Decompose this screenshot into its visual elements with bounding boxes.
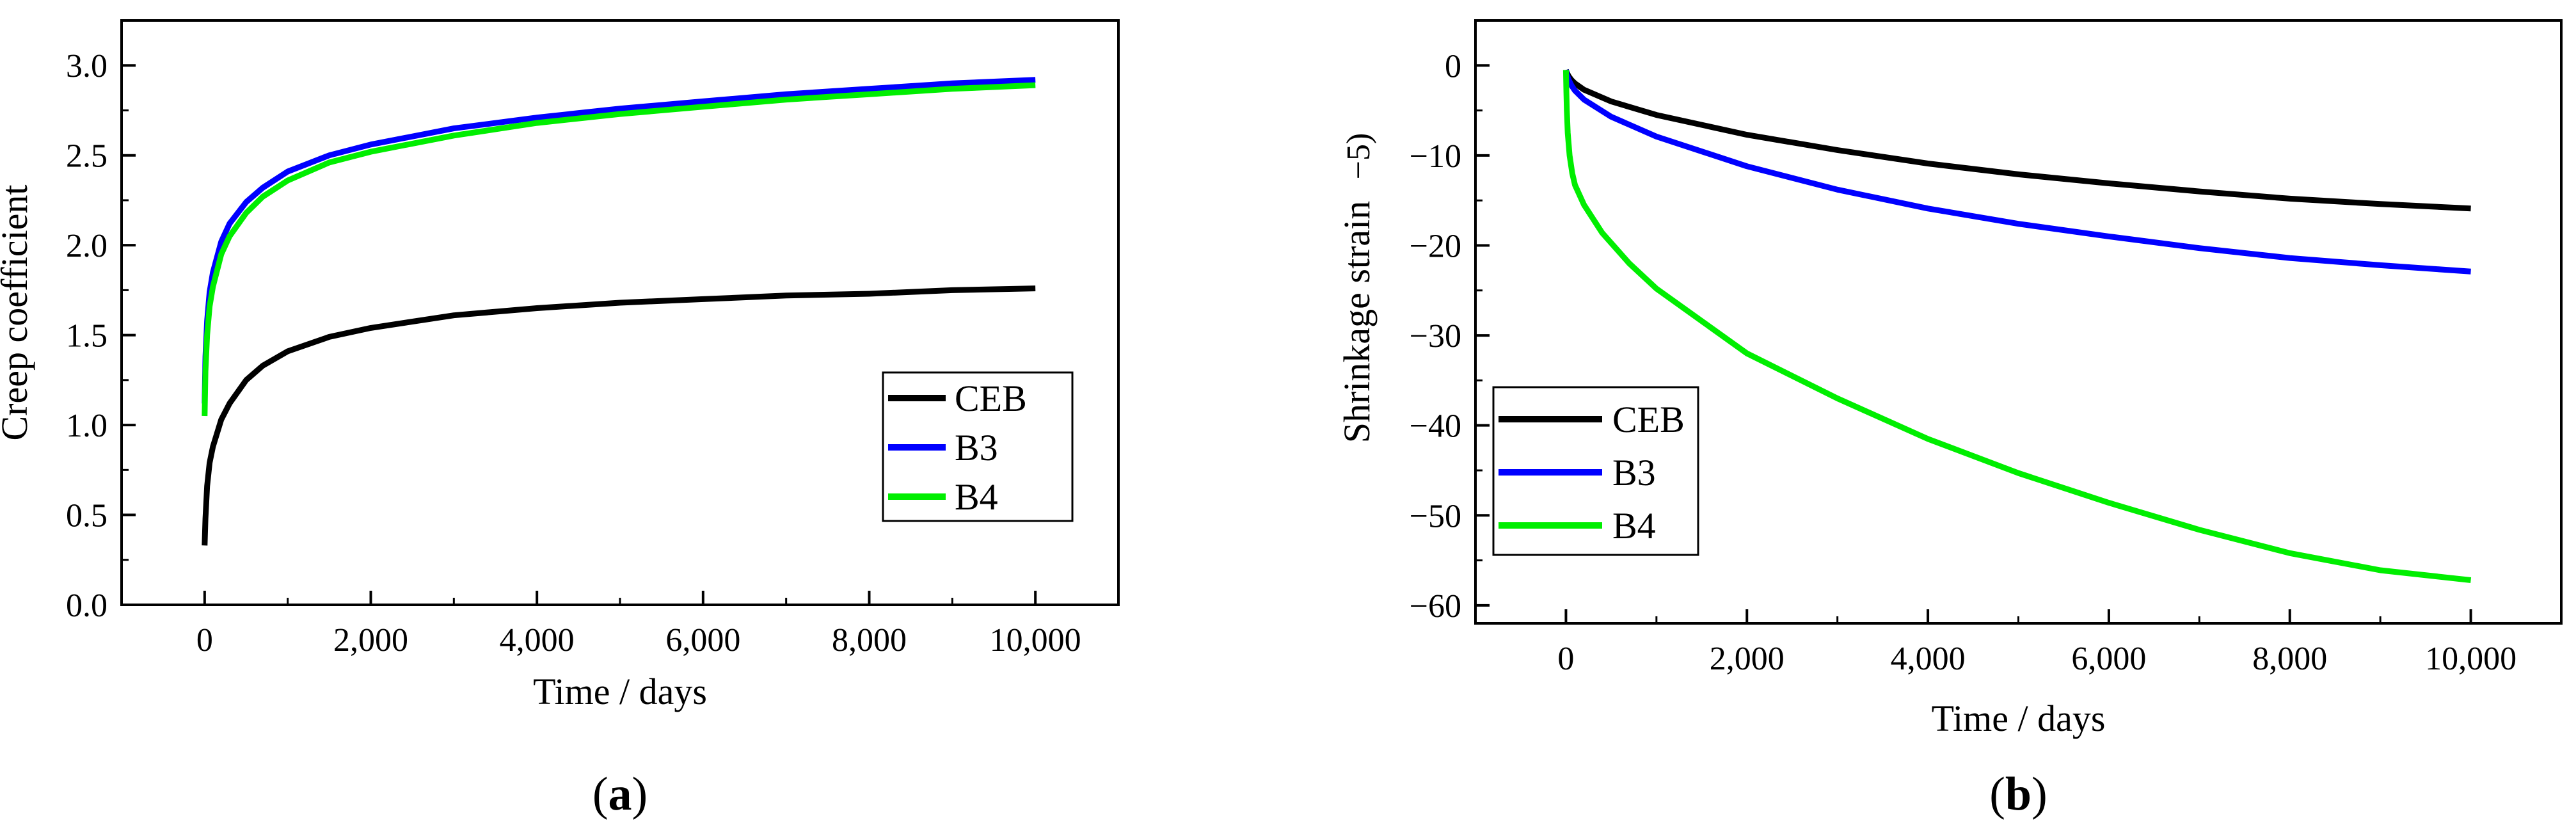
y-tick-label: 0.5 <box>66 498 107 534</box>
y-tick-label: −40 <box>1410 408 1461 445</box>
x-tick-label: 10,000 <box>990 622 1081 659</box>
panel-label-part: b <box>2005 768 2031 820</box>
y-axis-title: Creep coefficient <box>0 185 35 441</box>
y-tick-label: 2.5 <box>66 138 107 175</box>
panel-label-part: ) <box>632 768 648 820</box>
series-line-ceb <box>202 285 1036 546</box>
chart-b: 0 2,000 4,000 6,000 8,000 10,000 0 −10 −20 −30 −40… <box>1336 19 2563 820</box>
y-tick-label: −20 <box>1410 228 1461 264</box>
y-tick-label: 0 <box>1445 48 1461 84</box>
x-tick-label: 10,000 <box>2425 641 2516 677</box>
panel-label-part: ( <box>592 768 608 820</box>
series-line-ceb <box>1563 68 2471 212</box>
x-tick-label: 8,000 <box>832 622 907 659</box>
x-tick-label: 8,000 <box>2252 641 2327 677</box>
x-tick-label: 2,000 <box>1710 641 1785 677</box>
x-axis-title: Time / days <box>533 671 707 712</box>
y-tick-label: 1.5 <box>66 318 107 355</box>
x-tick-label: 4,000 <box>500 622 575 659</box>
legend-label-b4: B4 <box>955 476 998 518</box>
series-line-b3 <box>1562 69 2471 275</box>
x-tick-label: 4,000 <box>1891 641 1966 677</box>
legend-label-b3: B3 <box>955 427 998 468</box>
y-tick-label: −10 <box>1410 138 1461 175</box>
series-line-b4 <box>202 82 1036 417</box>
x-tick-label: 6,000 <box>2071 641 2146 677</box>
y-tick-label: −60 <box>1410 588 1461 625</box>
y-tick-label: 2.0 <box>66 228 107 264</box>
y-tick-label: −50 <box>1410 498 1461 534</box>
panel-label-part: ( <box>1989 768 2005 820</box>
legend-label-b4: B4 <box>1612 505 1656 547</box>
x-tick-label: 6,000 <box>665 622 740 659</box>
panel-label-part: ) <box>2031 768 2047 820</box>
y-tick-label: 1.0 <box>66 408 107 444</box>
panel-label: (a) <box>592 768 648 820</box>
series-line-b3 <box>202 77 1036 404</box>
legend-label-b3: B3 <box>1612 452 1656 493</box>
legend-label-ceb: CEB <box>1612 399 1685 440</box>
legend-label-ceb: CEB <box>955 378 1027 419</box>
chart-a: 0 2,000 4,000 6,000 8,000 10,000 0.0 0.5 1.0 1.5 2… <box>0 19 1120 820</box>
y-axis-title-fragment: −5) <box>1340 133 1377 180</box>
panel-label: (b) <box>1989 768 2047 820</box>
series-line-b4 <box>1562 70 2472 583</box>
x-axis-title: Time / days <box>1932 698 2106 739</box>
x-tick-label: 2,000 <box>333 622 408 659</box>
y-tick-label: 0.0 <box>66 588 107 624</box>
panel-label-part: a <box>608 768 632 820</box>
x-tick-label: 0 <box>196 622 213 659</box>
x-tick-label: 0 <box>1557 641 1574 677</box>
y-axis-title: Shrinkage strain <box>1336 201 1378 444</box>
y-tick-label: −30 <box>1410 318 1461 355</box>
y-tick-label: 3.0 <box>66 48 107 84</box>
